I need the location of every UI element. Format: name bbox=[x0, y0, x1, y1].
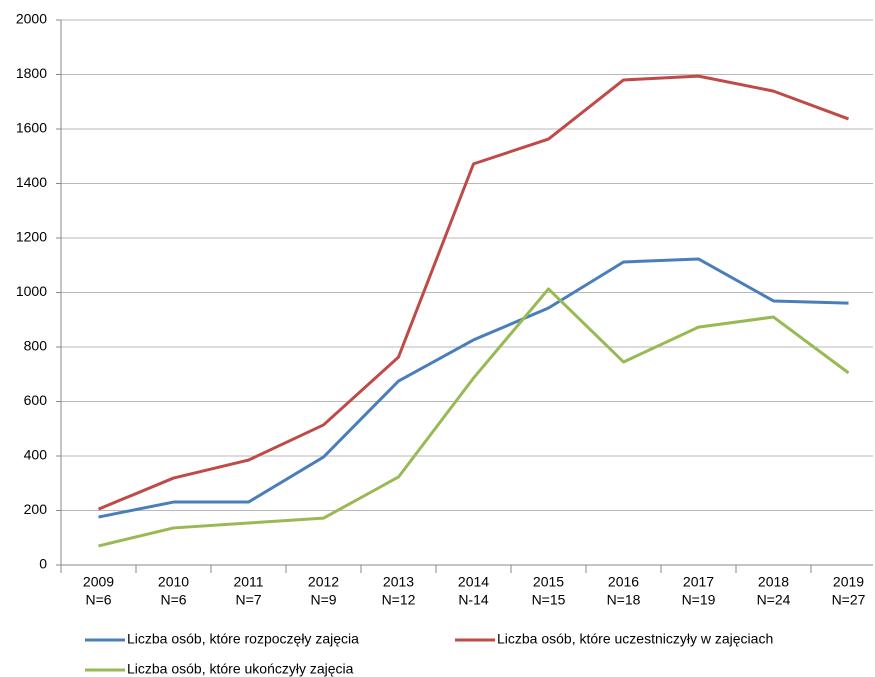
y-tick-label: 0 bbox=[39, 556, 47, 572]
x-tick-label: 2016 bbox=[608, 574, 639, 590]
series-line bbox=[97, 74, 850, 511]
y-tick-label: 600 bbox=[24, 392, 48, 408]
x-tick-label: N=27 bbox=[832, 592, 866, 608]
y-tick-label: 400 bbox=[24, 447, 48, 463]
y-tick-label: 200 bbox=[24, 501, 48, 517]
y-tick-label: 1400 bbox=[16, 174, 47, 190]
x-tick-label: 2011 bbox=[233, 574, 263, 590]
x-tick-label: N=6 bbox=[85, 592, 111, 608]
x-tick-label: 2015 bbox=[533, 574, 564, 590]
x-tick-label: N=19 bbox=[682, 592, 716, 608]
y-tick-label: 1200 bbox=[16, 229, 47, 245]
x-tick-label: 2013 bbox=[383, 574, 414, 590]
series-line bbox=[98, 257, 849, 519]
x-tick-label: N=6 bbox=[160, 592, 186, 608]
x-tick-label: N-14 bbox=[458, 592, 489, 608]
x-tick-label: N=15 bbox=[532, 592, 566, 608]
series-line bbox=[98, 287, 850, 548]
legend-label: Liczba osób, które uczestniczyły w zajęc… bbox=[497, 631, 773, 647]
x-tick-label: N=24 bbox=[757, 592, 791, 608]
y-tick-label: 1600 bbox=[16, 120, 47, 136]
y-tick-label: 800 bbox=[24, 338, 48, 354]
x-tick-label: 2010 bbox=[158, 574, 189, 590]
x-tick-label: 2019 bbox=[833, 574, 864, 590]
x-tick-label: 2014 bbox=[458, 574, 489, 590]
x-tick-label: 2012 bbox=[308, 574, 339, 590]
x-tick-label: 2009 bbox=[83, 574, 114, 590]
legend-label: Liczba osób, które ukończyły zajęcia bbox=[127, 661, 354, 677]
x-tick-label: N=9 bbox=[310, 592, 336, 608]
y-tick-label: 1800 bbox=[16, 65, 47, 81]
legend-label: Liczba osób, które rozpoczęły zajęcia bbox=[127, 631, 359, 647]
x-tick-label: 2018 bbox=[758, 574, 789, 590]
x-tick-label: N=18 bbox=[607, 592, 641, 608]
x-tick-label: N=12 bbox=[382, 592, 416, 608]
y-tick-label: 1000 bbox=[16, 283, 47, 299]
x-tick-label: N=7 bbox=[235, 592, 261, 608]
y-tick-label: 2000 bbox=[16, 11, 47, 27]
x-tick-label: 2017 bbox=[683, 574, 714, 590]
